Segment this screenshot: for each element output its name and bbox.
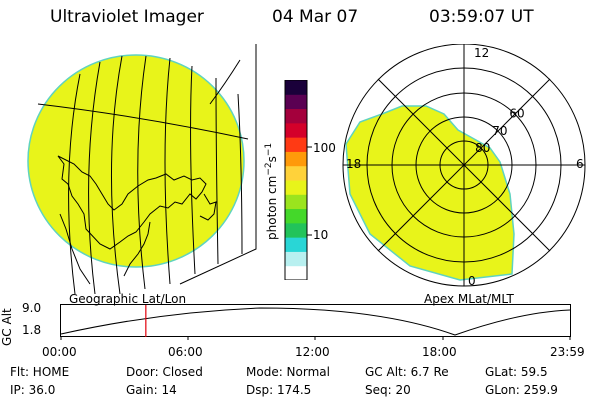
time-tick-0600: 06:00 bbox=[168, 345, 203, 359]
date-label: 04 Mar 07 bbox=[272, 7, 359, 27]
altitude-curve bbox=[60, 307, 571, 336]
parallel-line bbox=[209, 59, 241, 105]
colorbar-band bbox=[285, 137, 307, 152]
colorbar-band bbox=[285, 165, 307, 181]
mlt-label-6: 6 bbox=[576, 157, 584, 171]
altitude-tick-high: 9.0 bbox=[22, 301, 42, 315]
colorbar-band bbox=[285, 208, 307, 224]
altitude-axis-label: GC Alt bbox=[0, 308, 14, 346]
colorbar-band bbox=[285, 94, 307, 110]
geographic-map bbox=[27, 44, 257, 294]
sequence-status: Seq: 20 bbox=[365, 383, 411, 397]
mlt-diagonal bbox=[377, 78, 551, 252]
coastline bbox=[59, 213, 91, 285]
instrument-title: Ultraviolet Imager bbox=[50, 7, 204, 27]
colorbar bbox=[284, 80, 312, 280]
colorbar-band bbox=[285, 80, 307, 95]
colorbar-gradient bbox=[285, 80, 307, 280]
lat-label-70: 70 bbox=[492, 124, 507, 138]
coastline bbox=[123, 221, 151, 277]
lat-label-80: 80 bbox=[475, 141, 490, 155]
parallel-line bbox=[37, 103, 249, 140]
time-tick-1800: 18:00 bbox=[422, 345, 457, 359]
colorbar-band bbox=[285, 237, 307, 252]
coastline bbox=[199, 193, 217, 221]
time-tick-0000: 00:00 bbox=[42, 345, 77, 359]
colorbar-band bbox=[285, 251, 307, 267]
meridian-line bbox=[190, 65, 196, 275]
altitude-plot-frame bbox=[60, 304, 571, 337]
meridian-line bbox=[111, 55, 123, 294]
meridian-line bbox=[137, 55, 147, 290]
colorbar-band bbox=[285, 222, 307, 238]
apex-projection-label: Apex MLat/MLT bbox=[424, 292, 514, 306]
coastline bbox=[57, 155, 207, 250]
colorbar-tick-10: 10 bbox=[313, 228, 329, 242]
colorbar-band bbox=[285, 122, 307, 138]
geographic-latitude: GLat: 59.5 bbox=[485, 365, 548, 379]
dsp-status: Dsp: 174.5 bbox=[246, 383, 312, 397]
geographic-longitude: GLon: 259.9 bbox=[485, 383, 558, 397]
colorbar-frame bbox=[284, 80, 308, 280]
gain-status: Gain: 14 bbox=[126, 383, 177, 397]
map-border bbox=[179, 44, 257, 285]
meridian-line bbox=[88, 61, 101, 294]
mlt-label-18: 18 bbox=[346, 157, 361, 171]
meridian-line bbox=[237, 93, 243, 255]
meridian-line bbox=[164, 57, 171, 285]
altitude-tick-low: 1.8 bbox=[22, 323, 42, 337]
geographic-projection-label: Geographic Lat/Lon bbox=[69, 292, 187, 306]
time-label: 03:59:07 UT bbox=[429, 7, 534, 27]
colorbar-band bbox=[285, 194, 307, 210]
meridian-line bbox=[68, 73, 81, 294]
colorbar-band bbox=[285, 108, 307, 124]
colorbar-tick-100: 100 bbox=[313, 141, 336, 155]
colorbar-band bbox=[285, 180, 307, 195]
time-tick-2359: 23:59 bbox=[550, 345, 585, 359]
colorbar-band bbox=[285, 151, 307, 167]
colorbar-band bbox=[285, 265, 307, 280]
mode-status: Mode: Normal bbox=[246, 365, 330, 379]
altitude-plot bbox=[60, 304, 571, 340]
door-status: Door: Closed bbox=[126, 365, 203, 379]
emission-disk bbox=[27, 54, 245, 268]
flight-status: Flt: HOME bbox=[10, 365, 70, 379]
colorbar-unit-label: photon cm−2s−1 bbox=[264, 142, 279, 240]
ip-status: IP: 36.0 bbox=[10, 383, 56, 397]
time-tick-1200: 12:00 bbox=[295, 345, 330, 359]
mlt-label-0: 0 bbox=[468, 274, 476, 288]
mlt-label-12: 12 bbox=[474, 46, 489, 60]
gc-altitude-status: GC Alt: 6.7 Re bbox=[365, 365, 449, 379]
lat-label-60: 60 bbox=[509, 107, 524, 121]
